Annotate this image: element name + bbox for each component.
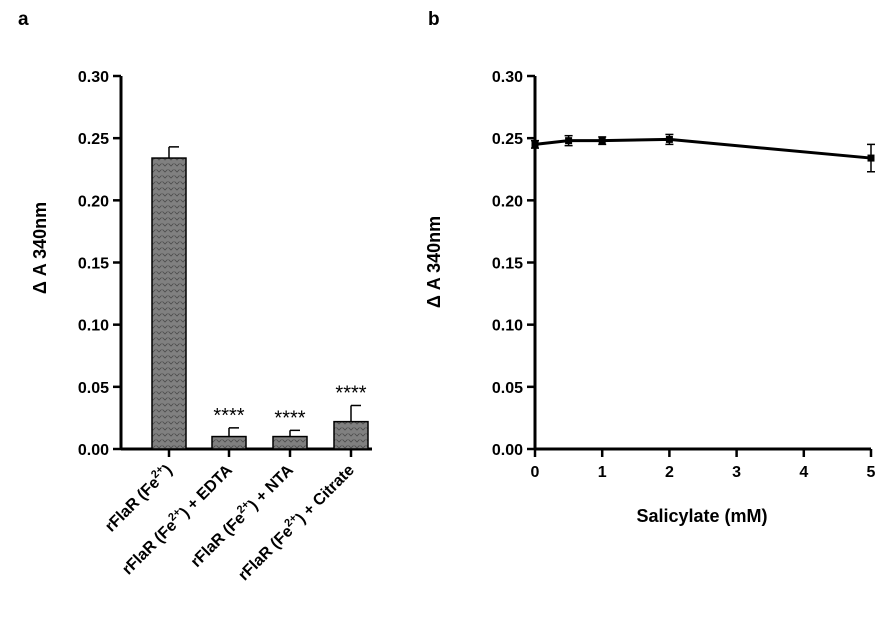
x-tick-label: 2: [665, 464, 674, 481]
y-tick-label: 0.15: [78, 256, 109, 273]
y-tick-label: 0.25: [492, 131, 523, 148]
x-tick-label: 5: [867, 464, 876, 481]
x-tick-label: 1: [598, 464, 607, 481]
x-tick-label: 4: [799, 464, 808, 481]
y-tick-label: 0.15: [492, 256, 523, 273]
y-axis-title: Δ A 340nm: [424, 216, 444, 308]
category-label-tail: ) + NTA: [246, 461, 297, 512]
y-tick-label: 0.05: [78, 380, 109, 397]
data-point: [598, 137, 606, 145]
significance-label: ****: [335, 382, 366, 404]
data-point: [565, 137, 573, 145]
x-category-label: rFlaR (Fe2+) + NTA: [186, 459, 297, 570]
significance-label: ****: [213, 405, 244, 427]
category-label-tail: ) + Citrate: [293, 462, 358, 527]
x-category-label: rFlaR (Fe2+) + EDTA: [117, 459, 236, 578]
bar: [211, 435, 247, 450]
category-label-tail: ) + EDTA: [177, 461, 236, 520]
y-tick-label: 0.30: [78, 69, 109, 86]
y-tick-label: 0.00: [78, 442, 109, 459]
category-label-text: rFlaR (Fe: [119, 517, 180, 578]
bar-chart-panel-a: 0.00 0.05 0.10 0.15 0.20 0.25 0.30 **** **** ***…: [30, 69, 372, 584]
bar: [272, 435, 308, 450]
series-line: [534, 137, 872, 160]
bar: [333, 420, 369, 450]
y-tick-label: 0.20: [492, 193, 523, 210]
category-label-text: rFlaR (Fe: [188, 510, 249, 571]
line-chart-panel-b: 0.00 0.05 0.10 0.15 0.20 0.25 0.30 0 1 2 3 4 5 Δ A …: [424, 69, 876, 526]
x-category-label: rFlaR (Fe2+) + Citrate: [233, 460, 358, 585]
data-point: [665, 135, 673, 143]
x-axis-title: Salicylate (mM): [636, 506, 767, 526]
y-tick-label: 0.10: [78, 318, 109, 335]
panel-label-b: b: [428, 9, 440, 30]
x-tick-label: 0: [531, 464, 540, 481]
y-tick-label: 0.25: [78, 131, 109, 148]
data-point: [867, 154, 875, 162]
panel-label-a: a: [18, 9, 29, 30]
category-label-text: rFlaR (Fe: [235, 523, 296, 584]
x-tick-label: 3: [732, 464, 741, 481]
y-tick-label: 0.00: [492, 442, 523, 459]
data-point: [531, 140, 539, 148]
category-label-text: rFlaR (Fe: [102, 474, 163, 535]
bar: [151, 157, 187, 450]
y-axis-title: Δ A 340nm: [30, 202, 50, 294]
significance-label: ****: [274, 407, 305, 429]
y-tick-label: 0.05: [492, 380, 523, 397]
y-tick-label: 0.10: [492, 318, 523, 335]
y-tick-label: 0.30: [492, 69, 523, 86]
y-tick-label: 0.20: [78, 193, 109, 210]
